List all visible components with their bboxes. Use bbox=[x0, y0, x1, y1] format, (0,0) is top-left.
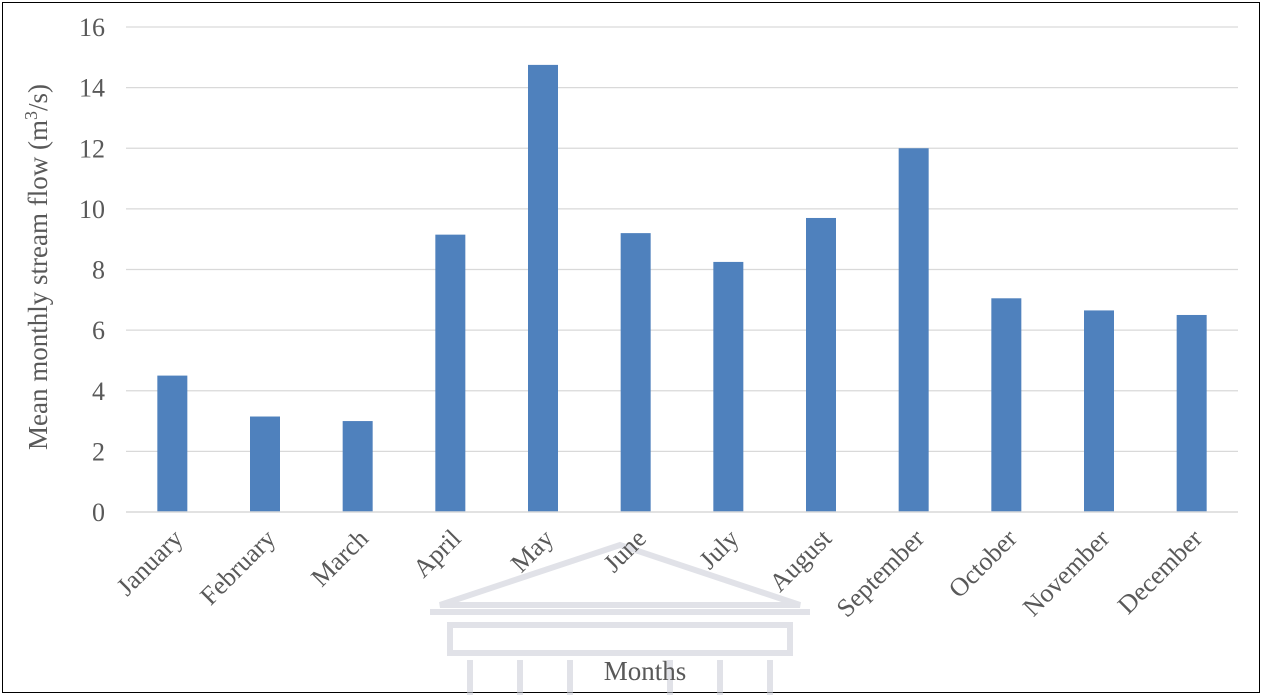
bars bbox=[157, 64, 1207, 512]
y-tick-label: 6 bbox=[92, 316, 105, 345]
bar-december bbox=[1176, 314, 1207, 512]
y-tick-labels: 0 2 4 6 8 10 12 14 16 bbox=[79, 13, 105, 527]
bar-july bbox=[713, 261, 744, 512]
university-building-watermark bbox=[430, 541, 810, 695]
x-tick-label-january: January bbox=[111, 524, 189, 602]
y-tick-label: 14 bbox=[79, 74, 105, 103]
x-tick-label-july: July bbox=[693, 524, 744, 575]
x-tick-label-november: November bbox=[1017, 524, 1115, 622]
gridlines bbox=[126, 26, 1238, 453]
x-tick-label-march: March bbox=[305, 524, 373, 592]
bar-september bbox=[898, 148, 929, 512]
bar-november bbox=[1084, 310, 1114, 512]
x-tick-label-april: April bbox=[407, 524, 466, 583]
bar-january bbox=[157, 375, 188, 512]
y-tick-label: 8 bbox=[92, 256, 105, 285]
x-axis-title: Months bbox=[604, 656, 687, 686]
y-tick-label: 0 bbox=[92, 498, 105, 527]
x-tick-label-september: September bbox=[831, 523, 930, 622]
bar-august bbox=[806, 217, 836, 512]
bar-february bbox=[250, 416, 280, 512]
y-tick-label: 10 bbox=[79, 195, 105, 224]
x-tick-label-december: December bbox=[1112, 524, 1208, 620]
x-tick-label-june: June bbox=[598, 524, 652, 578]
y-tick-label: 12 bbox=[79, 134, 105, 163]
x-tick-label-february: February bbox=[194, 524, 281, 611]
y-tick-label: 16 bbox=[79, 13, 105, 42]
bar-april bbox=[435, 234, 466, 512]
bar-october bbox=[991, 298, 1022, 512]
bar-june bbox=[620, 233, 651, 512]
bar-may bbox=[528, 64, 558, 512]
bar-march bbox=[342, 421, 373, 512]
x-tick-label-october: October bbox=[943, 524, 1023, 604]
x-tick-label-august: August bbox=[764, 523, 838, 597]
y-axis-title: Mean monthly stream flow (m3/s) bbox=[21, 84, 53, 450]
y-tick-label: 4 bbox=[92, 377, 105, 406]
y-tick-label: 2 bbox=[92, 437, 105, 466]
